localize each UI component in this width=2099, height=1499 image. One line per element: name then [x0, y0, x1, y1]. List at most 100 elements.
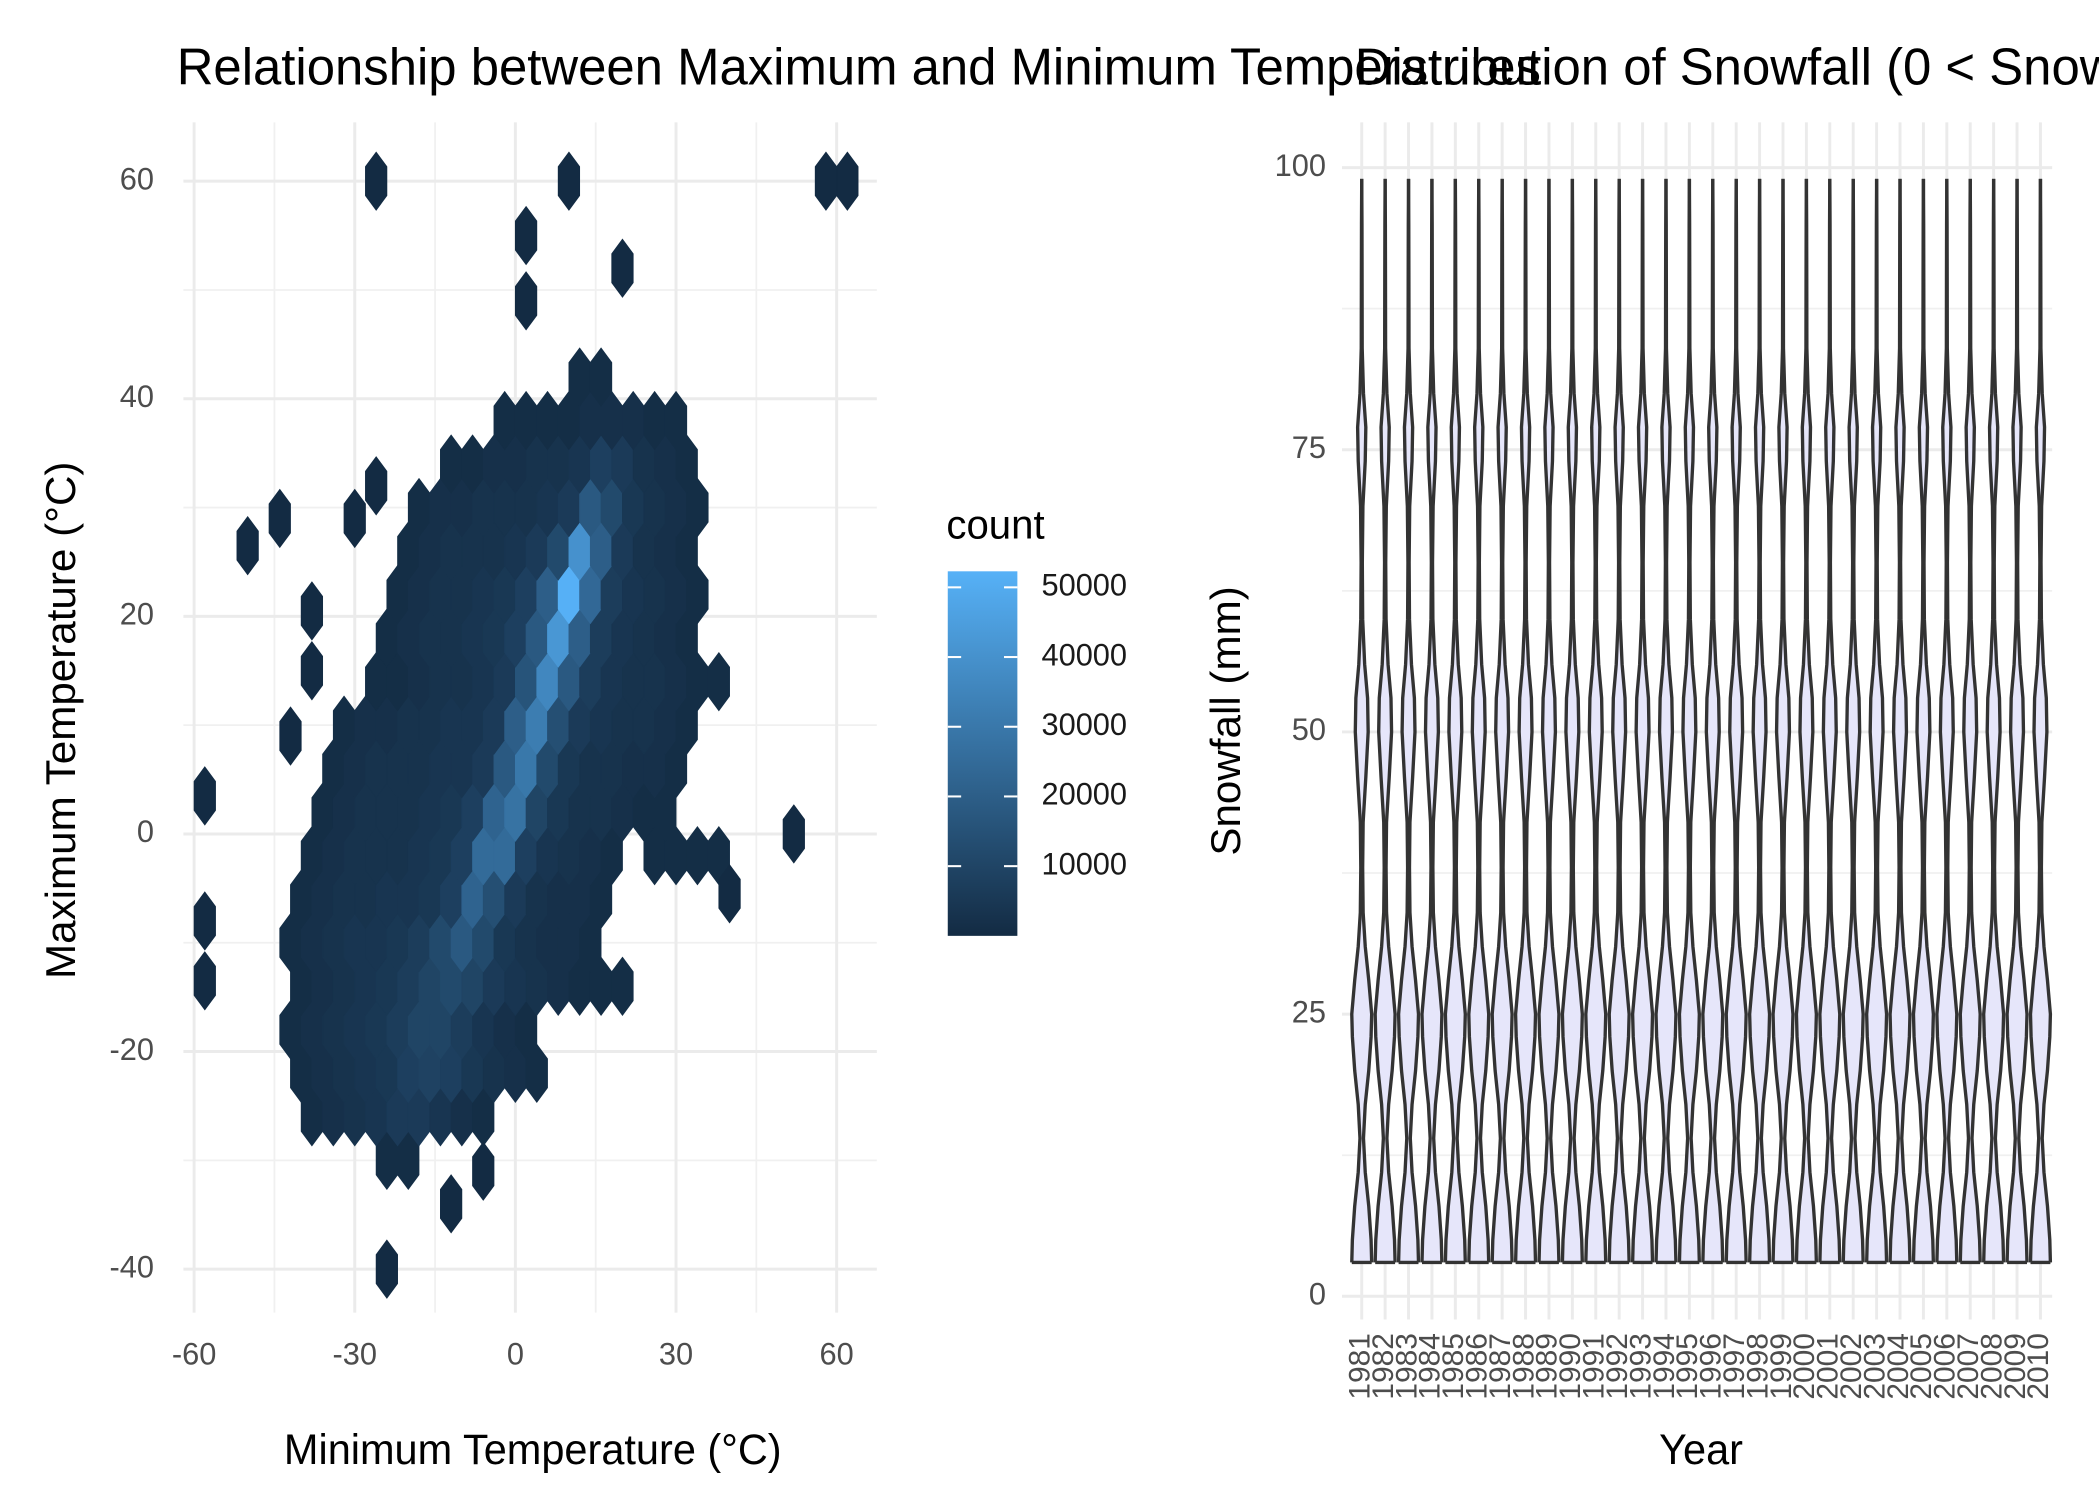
violin-right — [1570, 178, 1584, 1263]
violin-left — [1560, 178, 1575, 1263]
violin-left — [1935, 178, 1949, 1263]
violin-right — [1757, 178, 1772, 1263]
hexagon — [514, 205, 538, 266]
x-tick-label: 2005 — [1905, 1333, 1938, 1400]
hexagon — [193, 766, 216, 826]
violin-left — [1490, 178, 1504, 1263]
violin-left — [2005, 178, 2019, 1263]
violin-left — [1467, 178, 1481, 1263]
hexagon — [472, 1141, 495, 1201]
legend-label: 50000 — [1041, 567, 1127, 602]
violin-right — [1360, 178, 1374, 1263]
x-tick-label: 2008 — [1976, 1333, 2009, 1400]
y-axis-title: Snowfall (mm) — [1202, 586, 1249, 855]
chart-title: Distribution of Snowfall (0 < Snowfall <… — [1355, 38, 2099, 95]
violin-fill — [1562, 178, 1583, 1263]
violin-right — [1874, 178, 1889, 1263]
hexagon — [193, 891, 216, 951]
violin-left — [1420, 178, 1434, 1263]
violin-fill — [1913, 178, 1934, 1263]
hexagon — [365, 151, 388, 211]
x-tick-label: 2007 — [1952, 1333, 1985, 1400]
violin-right — [1781, 178, 1795, 1263]
x-axis-title: Minimum Temperature (°C) — [284, 1426, 782, 1473]
legend-title: count — [946, 501, 1044, 547]
violin-left — [1373, 178, 1387, 1263]
violin-left — [1396, 178, 1411, 1263]
x-tick-label: 1998 — [1742, 1333, 1775, 1400]
violin-right — [1640, 178, 1655, 1263]
violin-fill — [1866, 178, 1887, 1263]
violin-right — [1664, 178, 1678, 1263]
hexagon — [557, 151, 581, 211]
legend-label: 10000 — [1041, 846, 1127, 881]
violin-fill — [1819, 178, 1840, 1263]
violin-layer — [1350, 178, 2053, 1265]
hexagon — [365, 456, 388, 516]
violin-fill — [1492, 178, 1513, 1263]
violin-fill — [1960, 178, 1981, 1263]
violin-left — [1747, 178, 1762, 1263]
x-tick-label: 1983 — [1391, 1333, 1424, 1400]
violin-fill — [1749, 178, 1770, 1263]
hexagon — [193, 951, 216, 1011]
y-tick-label: 25 — [1292, 994, 1326, 1029]
hexagon — [664, 390, 688, 451]
x-tick-label: 1990 — [1554, 1333, 1587, 1400]
hexagon — [514, 271, 538, 331]
violin-left — [1701, 178, 1715, 1263]
hexagon — [300, 641, 324, 701]
violin-left — [1794, 178, 1809, 1263]
violin-right — [1594, 178, 1608, 1263]
violin-right — [1406, 178, 1421, 1263]
x-tick-label: 2000 — [1788, 1333, 1821, 1400]
violin-fill — [1773, 178, 1793, 1263]
violin-fill — [1445, 178, 1466, 1263]
violin-fill — [1375, 178, 1396, 1263]
colorbar — [947, 571, 1018, 936]
violin-right — [1453, 178, 1467, 1263]
violin-fill — [1515, 178, 1536, 1263]
hexagon — [268, 488, 291, 549]
y-tick-label: 20 — [120, 596, 154, 631]
violin-fill — [1679, 178, 1700, 1263]
y-tick-label: 75 — [1292, 430, 1326, 465]
y-tick-label: 100 — [1275, 148, 1326, 183]
violin-right — [1828, 178, 1842, 1263]
x-tick-label: -30 — [333, 1336, 377, 1371]
violin-right — [1945, 178, 1959, 1263]
violin-left — [1864, 178, 1879, 1263]
violin-right — [2015, 178, 2029, 1263]
x-tick-label: -60 — [172, 1336, 216, 1371]
x-tick-label: 1984 — [1414, 1333, 1447, 1400]
x-tick-label: 1981 — [1344, 1333, 1377, 1400]
hexagon — [343, 488, 366, 549]
violin-fill — [1656, 178, 1676, 1263]
violin-left — [2028, 178, 2043, 1263]
x-axis-title: Year — [1659, 1426, 1743, 1473]
x-tick-label: 1999 — [1765, 1333, 1798, 1400]
hexagon — [718, 864, 741, 924]
violin-right — [1617, 178, 1631, 1263]
hexagon — [707, 651, 730, 712]
violin-left — [1537, 178, 1551, 1263]
violin-right — [1921, 178, 1936, 1263]
violin-right — [1383, 178, 1397, 1263]
violin-right — [1430, 178, 1444, 1263]
violin-fill — [1609, 178, 1630, 1263]
violin-left — [1841, 178, 1855, 1263]
y-tick-label: 0 — [1309, 1276, 1326, 1311]
violin-fill — [1398, 178, 1419, 1263]
violin-right — [1547, 178, 1561, 1263]
hexagon — [836, 151, 859, 211]
violin-left — [1584, 178, 1598, 1263]
legend-label: 30000 — [1041, 707, 1127, 742]
violin-left — [1888, 178, 1902, 1263]
legend-label: 40000 — [1041, 637, 1127, 672]
chart-title: Relationship between Maximum and Minimum… — [177, 38, 1541, 95]
violin-fill — [1796, 178, 1817, 1263]
x-tick-label: 1997 — [1718, 1333, 1751, 1400]
y-tick-label: 0 — [137, 814, 154, 849]
hexagon — [782, 804, 805, 864]
violin-left — [1677, 178, 1692, 1263]
